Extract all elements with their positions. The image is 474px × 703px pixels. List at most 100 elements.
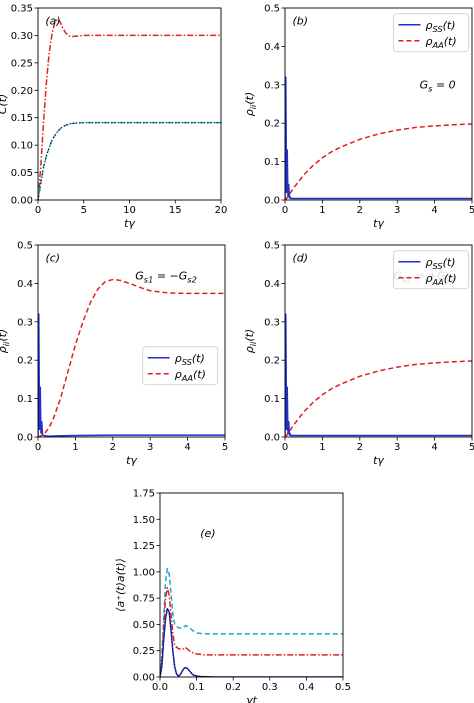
x-tick-label: 2 bbox=[357, 205, 363, 216]
x-tick-label: 5 bbox=[469, 205, 474, 216]
legend: ρSS​(t)ρAA​(t) bbox=[393, 250, 469, 290]
x-tick-label: 0 bbox=[282, 205, 288, 216]
x-axis-label: tγ bbox=[124, 217, 135, 230]
y-tick-label: 0.4 bbox=[17, 279, 33, 290]
axes-frame bbox=[37, 244, 226, 438]
y-axis-label: ρii​(t) bbox=[0, 329, 11, 353]
legend-label: ρAA​(t) bbox=[175, 368, 206, 383]
x-tick-label: 5 bbox=[222, 442, 228, 453]
y-tick-label: 0.4 bbox=[264, 279, 280, 290]
x-tick-label: 20 bbox=[215, 205, 228, 216]
x-tick-label: 0.3 bbox=[262, 682, 278, 693]
x-tick-label: 3 bbox=[394, 442, 400, 453]
series-line-sst bbox=[285, 313, 472, 437]
y-tick-label: 0.4 bbox=[264, 42, 280, 53]
y-tick-label: 0.5 bbox=[264, 4, 280, 15]
legend: ρSS​(t)ρAA​(t) bbox=[393, 13, 469, 53]
y-tick-label: 0.3 bbox=[17, 317, 33, 328]
y-tick-label: 1.00 bbox=[133, 567, 155, 578]
y-tick-label: 1.75 bbox=[133, 489, 155, 500]
x-tick-label: 4 bbox=[184, 442, 190, 453]
y-tick-label: 0.30 bbox=[11, 31, 33, 42]
legend-label: ρAA​(t) bbox=[425, 272, 456, 287]
x-axis-label: γt bbox=[246, 694, 258, 703]
axes-frame bbox=[37, 7, 222, 201]
panel-annotation: (b) bbox=[292, 15, 308, 28]
panel-b: 0 1 2 3 4 5 0.0 0.1 0.2 0.3 0.4 0.5 tγ ρii​(t) (b) Gs​ … bbox=[243, 4, 474, 231]
y-tick-label: 0.0 bbox=[264, 196, 280, 207]
y-tick-label: 0.15 bbox=[11, 113, 33, 124]
legend-box bbox=[142, 346, 219, 386]
panel-a: 0 5 10 15 20 0.00 0.05 0.10 0.15 0.20 0.25 0.30 0.35… bbox=[0, 4, 227, 231]
y-tick-label: 0.5 bbox=[17, 241, 33, 252]
series-line-1 bbox=[38, 121, 221, 200]
condition-label: Gs​ = 0 bbox=[420, 79, 456, 94]
x-axis-label: tγ bbox=[126, 454, 137, 467]
x-tick-label: 4 bbox=[431, 442, 437, 453]
panel-annotation: (c) bbox=[45, 252, 60, 265]
x-axis-label: tγ bbox=[373, 454, 384, 467]
x-tick-label: 3 bbox=[147, 442, 153, 453]
y-tick-label: 0.1 bbox=[264, 394, 280, 405]
y-tick-label: 0.0 bbox=[17, 433, 33, 444]
y-tick-label: 0.00 bbox=[11, 196, 33, 207]
series-line-0 bbox=[160, 567, 343, 677]
y-tick-label: 0.25 bbox=[11, 58, 33, 69]
axes-frame bbox=[284, 244, 473, 438]
legend-label: ρSS​(t) bbox=[425, 256, 455, 271]
series-line-0 bbox=[38, 18, 221, 200]
series-line-aat bbox=[285, 360, 472, 437]
y-tick-label: 1.50 bbox=[133, 515, 155, 526]
legend-label: ρSS​(t) bbox=[425, 19, 455, 34]
y-tick-label: 0.25 bbox=[133, 646, 155, 657]
series-line-2 bbox=[160, 607, 343, 677]
y-tick-label: 0.5 bbox=[264, 241, 280, 252]
y-tick-label: 0.1 bbox=[17, 394, 33, 405]
x-tick-label: 0 bbox=[35, 205, 41, 216]
y-tick-label: 0.50 bbox=[133, 620, 155, 631]
series-line-aat bbox=[285, 123, 472, 200]
y-axis-label: ρii​(t) bbox=[243, 92, 258, 116]
x-tick-label: 1 bbox=[319, 205, 325, 216]
y-tick-label: 0.1 bbox=[264, 157, 280, 168]
legend-label: ρSS​(t) bbox=[175, 352, 205, 367]
x-tick-label: 5 bbox=[469, 442, 474, 453]
panel-d: 0123450.00.10.20.30.40.5tγρii​(t)(d)Gs1​… bbox=[243, 241, 474, 468]
legend-box bbox=[393, 250, 469, 290]
series-line-3 bbox=[160, 608, 343, 677]
series-line-2 bbox=[38, 122, 221, 200]
y-axis-label: C(t) bbox=[0, 94, 9, 115]
y-tick-label: 0.35 bbox=[11, 4, 33, 15]
condition-label: Gs1​ = −Gs2​ bbox=[135, 270, 197, 285]
x-tick-label: 0.5 bbox=[335, 682, 351, 693]
legend: ρSS​(t)ρAA​(t) bbox=[142, 346, 219, 386]
panel-c: 0 1 2 3 4 5 0.0 0.1 0.2 0.3 0.4 0.5 tγ ρii​(t) (c) Gs1​… bbox=[0, 241, 228, 468]
x-tick-label: 1 bbox=[72, 442, 78, 453]
y-tick-label: 0.00 bbox=[133, 673, 155, 684]
series-line-aat bbox=[38, 278, 225, 437]
y-tick-label: 0.20 bbox=[11, 86, 33, 97]
y-tick-label: 0.2 bbox=[264, 119, 280, 130]
x-tick-label: 0 bbox=[282, 442, 288, 453]
x-tick-label: 0.1 bbox=[189, 682, 205, 693]
x-tick-label: 1 bbox=[319, 442, 325, 453]
y-tick-label: 0.10 bbox=[11, 141, 33, 152]
x-tick-label: 4 bbox=[431, 205, 437, 216]
series-line-sst bbox=[38, 313, 225, 437]
series-line-1 bbox=[160, 586, 343, 677]
y-tick-label: 0.2 bbox=[264, 356, 280, 367]
x-tick-label: 5 bbox=[81, 205, 87, 216]
panel-annotation: (a) bbox=[45, 15, 60, 28]
panel-e: 0.0 0.1 0.2 0.3 0.4 0.5 0.00 0.25 0.50 0.75 1.00 1.… bbox=[114, 489, 351, 703]
legend-label: ρAA​(t) bbox=[425, 35, 456, 50]
x-tick-label: 10 bbox=[123, 205, 136, 216]
axes-frame bbox=[284, 7, 473, 201]
y-tick-label: 0.3 bbox=[264, 80, 280, 91]
legend-box bbox=[393, 13, 469, 53]
y-tick-label: 0.75 bbox=[133, 594, 155, 605]
series-line-sst bbox=[285, 76, 472, 200]
y-axis-label: ⟨a⁺(t)a(t)⟩ bbox=[114, 558, 127, 612]
y-axis-label: ρii​(t) bbox=[243, 329, 258, 353]
x-tick-label: 2 bbox=[110, 442, 116, 453]
